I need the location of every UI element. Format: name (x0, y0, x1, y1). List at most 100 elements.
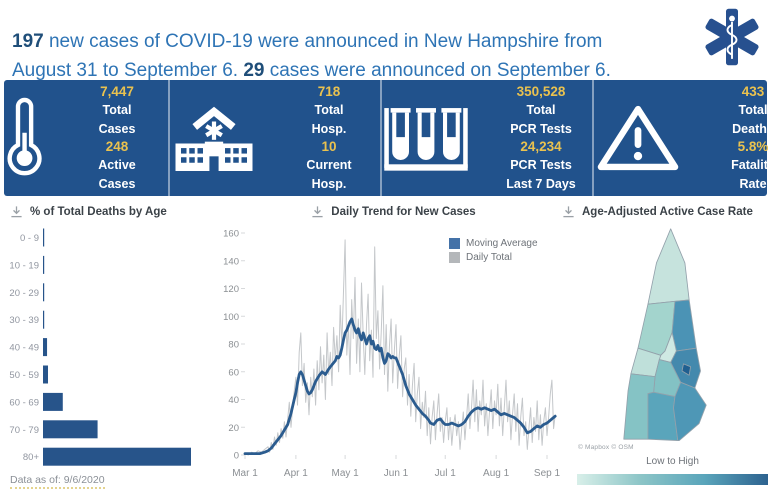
age-label: 0 - 9 (20, 233, 39, 244)
age-label: 10 - 19 (9, 260, 39, 271)
legend-swatch (449, 252, 460, 263)
map-title: Age-Adjusted Active Case Rate (582, 205, 753, 218)
bar[interactable] (43, 447, 191, 466)
trend-legend: Moving Average Daily Total (449, 238, 538, 266)
y-tick-label: 140 (223, 256, 239, 267)
y-tick-label: 20 (228, 423, 239, 434)
stat-label: PCR Tests (510, 121, 572, 136)
stat-label: Hosp. (311, 121, 347, 136)
y-tick-label: 60 (228, 367, 239, 378)
stat-label: Total (738, 103, 768, 118)
stat-label: Cases (98, 121, 136, 136)
download-icon[interactable] (311, 205, 324, 218)
legend-label: Daily Total (466, 252, 512, 263)
county-carroll[interactable] (671, 299, 697, 352)
stat-label: Rate (739, 176, 767, 191)
headline-number: 29 (243, 60, 265, 81)
stat-label: Total (102, 103, 132, 118)
map-attribution: © Mapbox © OSM (578, 444, 634, 451)
daily-trend-chart[interactable]: 0 20 40 60 80 100 120 140 160 Mar 1 Apr 1 May 1 Jun … (212, 224, 575, 496)
y-tick-label: 0 (234, 451, 239, 462)
legend-label: Moving Average (466, 238, 538, 249)
series-moving-average[interactable] (243, 317, 557, 456)
stat-label: Current (306, 158, 352, 173)
stat-text: 718 Total Hosp. 10 Current Hosp. (278, 83, 380, 193)
county-strafford-spot[interactable] (681, 363, 692, 376)
series-daily-total[interactable] (244, 239, 556, 456)
thermometer-icon (4, 96, 46, 180)
bar[interactable] (43, 283, 45, 302)
color-scale-bar (577, 474, 768, 485)
county-hillsborough[interactable] (647, 391, 679, 442)
stat-label: Deaths (732, 121, 771, 136)
test-tubes-icon (382, 99, 470, 177)
x-tick-label: Sep 1 (534, 468, 561, 479)
headline-segment: new cases of COVID-19 were announced in … (12, 31, 603, 81)
bar[interactable] (43, 228, 45, 247)
stat-value: 718 (317, 83, 341, 99)
y-tick-label: 100 (223, 312, 239, 323)
deaths-by-age-chart[interactable]: 0 - 9 10 - 19 20 - 29 30 - 39 40 - 49 50 - 59… (0, 222, 212, 470)
x-tick-label: Mar 1 (232, 468, 258, 479)
download-icon[interactable] (562, 205, 575, 218)
county-coos[interactable] (647, 228, 690, 305)
stat-value: 350,528 (516, 83, 566, 99)
bar[interactable] (43, 420, 98, 439)
age-label: 50 - 59 (9, 370, 39, 381)
download-icon[interactable] (10, 205, 23, 218)
stat-label: Last 7 Days (506, 176, 576, 191)
stat-value: 10 (321, 139, 337, 154)
stat-label: Cases (98, 176, 136, 191)
stat-panel-4: 433 Total Deaths 5.8% Fatality Rate (594, 80, 771, 196)
x-tick-label: Jul 1 (435, 468, 457, 479)
x-tick-label: May 1 (332, 468, 360, 479)
stat-label: Total (314, 103, 344, 118)
legend-swatch (449, 238, 460, 249)
stat-panel-1: 7,447 Total Cases 248 Active Cases (4, 80, 170, 196)
age-label: 80+ (23, 452, 40, 463)
headline-text: 197 new cases of COVID-19 were announced… (12, 27, 684, 85)
stat-label: Active (98, 158, 136, 173)
bar[interactable] (43, 255, 45, 274)
data-as-of-label: Data as of: 9/6/2020 (10, 474, 105, 489)
stat-value: 7,447 (100, 83, 134, 99)
stat-value: 433 (741, 83, 765, 99)
warning-triangle-icon (594, 100, 682, 176)
legend-item[interactable]: Daily Total (449, 252, 538, 263)
bar[interactable] (43, 310, 45, 329)
y-tick-label: 80 (228, 340, 239, 351)
stat-label: PCR Tests (510, 158, 572, 173)
bar[interactable] (43, 338, 48, 357)
stat-label: Fatality (731, 158, 771, 173)
case-rate-map-panel: Age-Adjusted Active Case Rate © Mapbox ©… (558, 198, 771, 500)
stat-label: Total (526, 103, 556, 118)
y-tick-label: 160 (223, 229, 239, 240)
trend-chart-title: Daily Trend for New Cases (331, 205, 476, 218)
x-tick-label: Apr 1 (284, 468, 308, 479)
age-label: 70 - 79 (9, 425, 39, 436)
headline-segment: cases were announced on September 6. (264, 60, 611, 81)
star-of-life-icon (702, 2, 762, 77)
age-label: 20 - 29 (9, 288, 39, 299)
stat-value: 24,234 (520, 139, 562, 154)
color-scale-label: Low to High (646, 456, 699, 467)
daily-trend-panel: Daily Trend for New Cases 0 20 40 60 80 100 12… (212, 198, 575, 500)
bar[interactable] (43, 392, 63, 411)
age-label: 40 - 49 (9, 343, 39, 354)
stat-label: Hosp. (311, 176, 347, 191)
age-label: 60 - 69 (9, 397, 39, 408)
x-tick-label: Jun 1 (384, 468, 409, 479)
stat-panel-2: 718 Total Hosp. 10 Current Hosp. (170, 80, 382, 196)
stat-text: 350,528 Total PCR Tests 24,234 PCR Tests Last… (490, 83, 592, 193)
nh-county-map[interactable] (616, 226, 714, 442)
stat-panel-3: 350,528 Total PCR Tests 24,234 PCR Tests Last… (382, 80, 594, 196)
deaths-by-age-panel: % of Total Deaths by Age 0 - 9 10 - 19 20 … (0, 198, 212, 500)
county-rockingham[interactable] (673, 381, 707, 442)
legend-item[interactable]: Moving Average (449, 238, 538, 249)
stat-text: 7,447 Total Cases 248 Active Cases (66, 83, 168, 193)
headline-number: 197 (12, 31, 44, 52)
bar[interactable] (43, 365, 49, 384)
y-tick-label: 40 (228, 395, 239, 406)
x-tick-label: Aug 1 (483, 468, 510, 479)
